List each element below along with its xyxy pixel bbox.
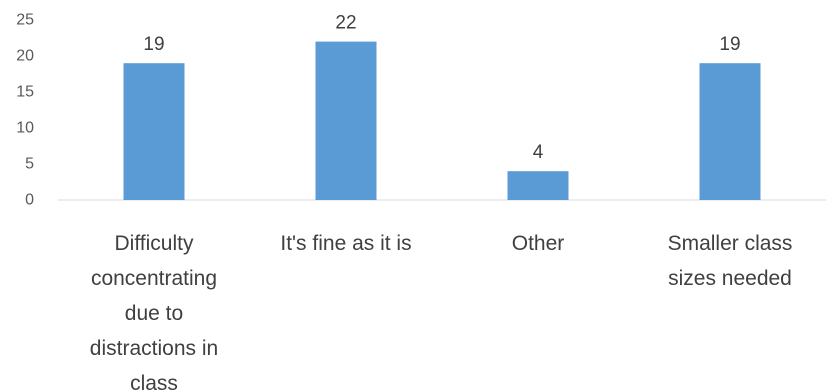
category-label: Difficulty concentrating due to distraction…: [90, 232, 218, 392]
y-tick-label: 15: [16, 84, 34, 101]
category-labels: Difficulty concentrating due to distraction…: [90, 232, 793, 392]
category-label-line: distractions in: [90, 337, 218, 360]
y-tick-label: 10: [16, 120, 34, 137]
bar: [507, 171, 569, 200]
category-label-line: sizes needed: [668, 267, 792, 290]
category-label: Smaller class sizes needed: [668, 232, 793, 290]
y-tick-label: 20: [16, 48, 34, 65]
category-label-line: Other: [512, 232, 565, 255]
bar: [315, 41, 377, 200]
category-label-line: Smaller class: [668, 232, 793, 255]
bar: [699, 63, 761, 201]
y-tick-label: 0: [25, 192, 34, 209]
y-tick-label: 5: [25, 156, 34, 173]
category-label: Other: [512, 232, 565, 255]
data-label: 22: [335, 13, 356, 34]
category-label-line: Difficulty: [115, 232, 194, 255]
y-tick-label: 25: [16, 12, 34, 29]
category-label-line: It's fine as it is: [280, 232, 411, 255]
y-axis-ticks: 0 5 10 15 20 25: [16, 12, 34, 209]
data-labels: 19 22 4 19: [143, 13, 740, 164]
bar: [123, 63, 185, 201]
data-label: 19: [719, 34, 740, 55]
category-label-line: class: [130, 372, 178, 392]
bars: [123, 41, 761, 201]
category-label-line: due to: [125, 302, 183, 325]
data-label: 4: [533, 142, 544, 163]
data-label: 19: [143, 34, 164, 55]
category-label-line: concentrating: [91, 267, 217, 290]
category-label: It's fine as it is: [280, 232, 411, 255]
